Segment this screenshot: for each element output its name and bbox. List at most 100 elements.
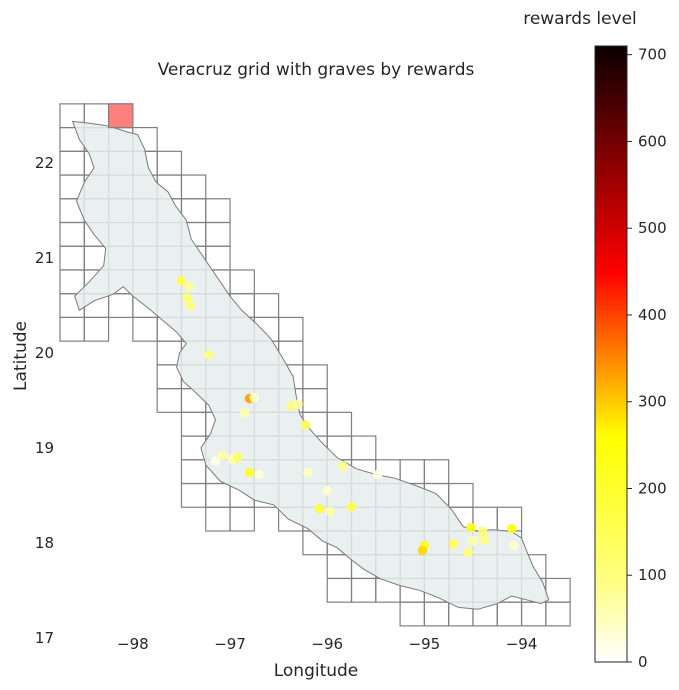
grid-cell <box>326 411 353 437</box>
x-tick-label: −97 <box>214 635 246 653</box>
colorbar-tick-label: 500 <box>638 219 667 237</box>
data-point <box>325 506 335 517</box>
grid-cell <box>350 435 377 461</box>
grid-cell <box>180 459 207 485</box>
grid-cell <box>205 198 231 224</box>
grid-cell <box>205 506 231 532</box>
grid-cell <box>180 174 207 200</box>
data-point <box>322 485 333 496</box>
grid-cell <box>107 293 134 319</box>
grid-cell <box>180 411 207 437</box>
data-point <box>244 467 255 478</box>
grid-cell <box>326 577 353 603</box>
data-point <box>210 456 221 467</box>
x-tick-label: −95 <box>409 635 441 653</box>
data-point <box>372 469 383 480</box>
data-point <box>176 276 187 286</box>
grid-cell <box>350 577 377 603</box>
grid-cell <box>496 601 523 627</box>
grid-cell <box>545 601 571 627</box>
grid-cell <box>278 316 304 342</box>
grid-cell <box>448 482 474 508</box>
grid-cell <box>399 459 425 485</box>
grid-cell <box>253 293 280 319</box>
data-point <box>417 545 428 556</box>
y-axis-ticks: 17 18 19 20 21 22 <box>35 154 54 647</box>
y-tick-label: 17 <box>35 629 54 647</box>
y-tick-label: 20 <box>35 344 54 362</box>
data-point <box>293 399 303 410</box>
data-point <box>217 450 228 461</box>
x-tick-label: −96 <box>311 635 343 653</box>
data-point <box>508 540 519 551</box>
data-point <box>314 503 325 514</box>
grid-cell <box>229 506 255 532</box>
data-point <box>301 420 311 430</box>
data-points <box>176 276 519 558</box>
data-point <box>468 536 478 546</box>
x-tick-label: −94 <box>506 635 538 653</box>
colorbar-tick-label: 100 <box>638 566 667 584</box>
colorbar-tick-label: 600 <box>638 132 667 150</box>
grid-cell <box>132 316 158 342</box>
data-point <box>463 547 473 558</box>
x-axis-ticks: −98 −97 −96 −95 −94 <box>117 635 537 653</box>
data-point <box>185 300 196 311</box>
grid-cell <box>205 482 231 508</box>
y-axis-label: Latitude <box>11 321 31 391</box>
data-point <box>466 522 476 533</box>
colorbar <box>594 45 628 663</box>
x-axis-label: Longitude <box>274 661 359 681</box>
grid-cell <box>59 245 85 271</box>
colorbar-tick-label: 200 <box>638 479 667 497</box>
data-point <box>346 501 357 512</box>
grid-cell <box>83 316 110 342</box>
grid-cell <box>59 150 85 176</box>
data-point <box>479 535 490 545</box>
chart-title: Veracruz grid with graves by rewards <box>158 60 475 80</box>
colorbar-tick-label: 400 <box>638 306 667 324</box>
data-point <box>182 293 193 303</box>
grid-cell <box>205 221 231 247</box>
y-tick-label: 22 <box>35 154 54 172</box>
x-tick-label: −98 <box>117 635 149 653</box>
grid-cell <box>399 601 425 627</box>
data-point <box>507 523 517 534</box>
grid-cell <box>229 269 255 295</box>
grid-cell <box>302 364 328 390</box>
highlight-cell-layer <box>107 103 134 129</box>
y-tick-label: 21 <box>35 249 54 267</box>
colorbar-tick-label: 700 <box>638 46 667 64</box>
data-point <box>448 538 459 549</box>
region-outline-layer <box>71 120 550 610</box>
colorbar-tick-label: 300 <box>638 393 667 411</box>
grid-cell <box>326 554 353 580</box>
highlight-cell <box>107 103 134 129</box>
grid-cell <box>545 577 571 603</box>
data-point <box>239 408 250 418</box>
grid-cell <box>59 316 85 342</box>
data-point <box>249 392 260 403</box>
data-point <box>184 281 195 292</box>
data-point <box>254 469 264 480</box>
colorbar-ticks: 0 100 200 300 400 500 600 700 <box>627 46 667 671</box>
region-outline <box>71 120 550 610</box>
grid-cell <box>156 388 183 413</box>
grid-cell <box>302 388 328 413</box>
colorbar-tick-label: 0 <box>638 653 648 671</box>
grid-cell <box>423 601 450 627</box>
grid-cell <box>156 150 183 176</box>
y-tick-label: 19 <box>35 439 54 457</box>
data-point <box>233 452 243 463</box>
data-point <box>477 526 488 537</box>
data-point <box>302 467 313 478</box>
y-tick-label: 18 <box>35 534 54 552</box>
grid-cell <box>520 601 547 627</box>
data-point <box>203 350 214 360</box>
grid-cell <box>59 221 85 247</box>
data-point <box>337 461 348 471</box>
grid-cell <box>423 459 450 485</box>
grid-cell <box>180 482 207 508</box>
colorbar-title: rewards level <box>523 9 637 29</box>
